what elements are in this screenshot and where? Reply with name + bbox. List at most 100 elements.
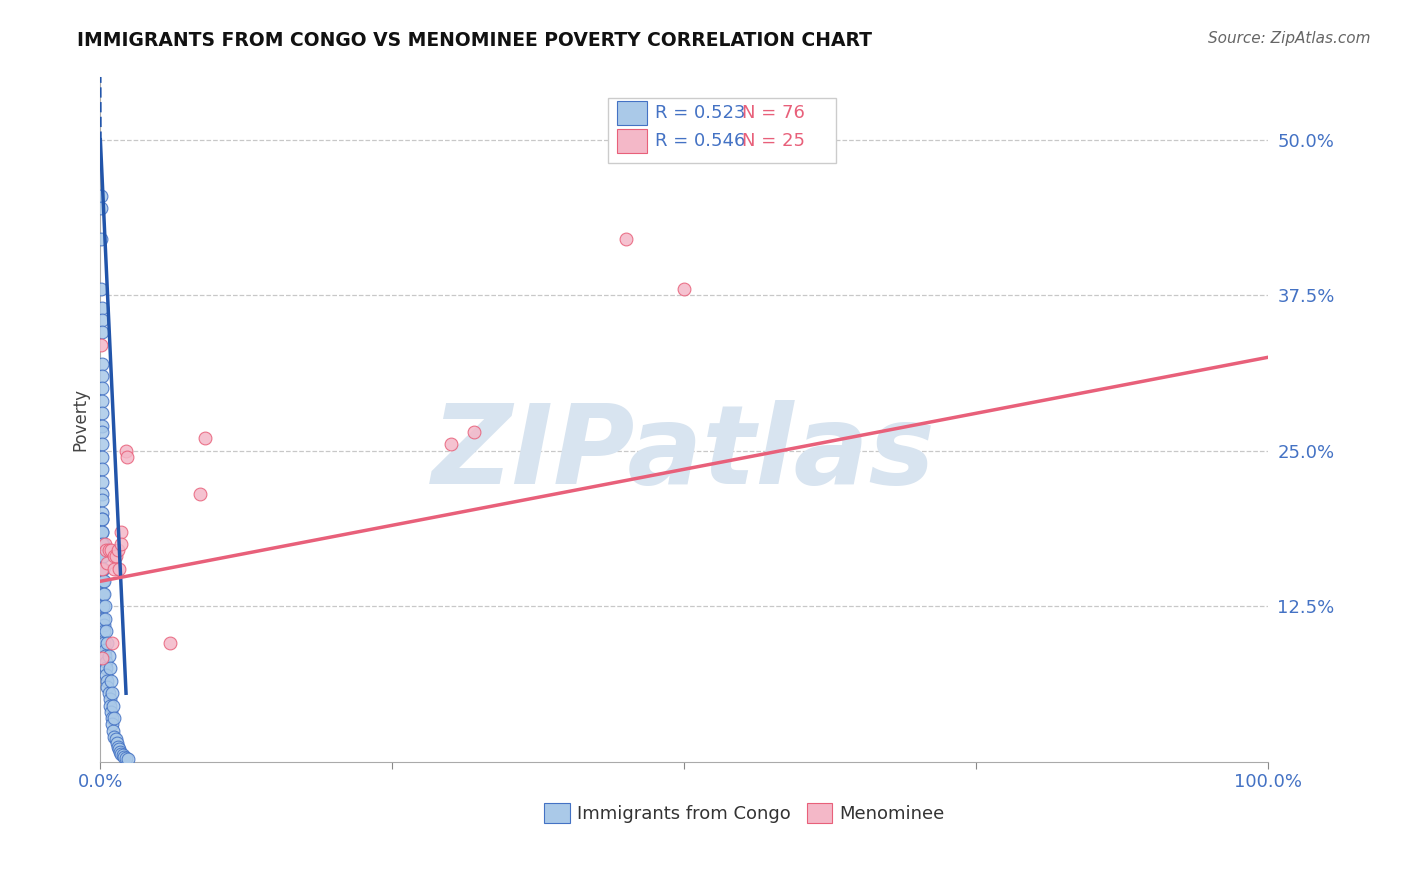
Point	[103, 711, 125, 725]
Point	[110, 537, 132, 551]
FancyBboxPatch shape	[807, 803, 832, 823]
Text: N = 76: N = 76	[742, 104, 806, 122]
Point	[98, 698, 121, 713]
Point	[614, 232, 637, 246]
Point	[97, 648, 120, 663]
Point	[101, 636, 124, 650]
Point	[96, 680, 118, 694]
Point	[91, 493, 114, 508]
Point	[103, 723, 125, 738]
Point	[94, 599, 117, 614]
Point	[90, 437, 112, 451]
Point	[90, 338, 112, 352]
Point	[107, 739, 129, 754]
Point	[103, 730, 125, 744]
Point	[463, 425, 485, 439]
Point	[96, 661, 118, 675]
Point	[108, 742, 131, 756]
Point	[94, 611, 117, 625]
Point	[91, 587, 114, 601]
Point	[91, 512, 114, 526]
Point	[91, 599, 114, 614]
Point	[90, 475, 112, 489]
Point	[101, 717, 124, 731]
Point	[101, 711, 124, 725]
Point	[90, 381, 112, 395]
Point	[96, 624, 118, 638]
Point	[93, 624, 115, 638]
Point	[96, 673, 118, 688]
Point	[91, 506, 114, 520]
Point	[91, 549, 114, 564]
Point	[103, 698, 125, 713]
Point	[108, 745, 131, 759]
Point	[90, 425, 112, 439]
Point	[90, 188, 112, 202]
Text: IMMIGRANTS FROM CONGO VS MENOMINEE POVERTY CORRELATION CHART: IMMIGRANTS FROM CONGO VS MENOMINEE POVER…	[77, 31, 872, 50]
FancyBboxPatch shape	[617, 102, 647, 126]
Point	[90, 450, 112, 464]
Point	[90, 418, 112, 433]
Text: R = 0.546: R = 0.546	[655, 132, 745, 150]
Point	[100, 543, 122, 558]
Point	[91, 549, 114, 564]
Point	[91, 524, 114, 539]
Point	[104, 549, 127, 564]
Point	[96, 556, 118, 570]
Point	[104, 732, 127, 747]
Text: Source: ZipAtlas.com: Source: ZipAtlas.com	[1208, 31, 1371, 46]
Text: N = 25: N = 25	[742, 132, 806, 150]
Point	[90, 393, 112, 408]
Point	[98, 661, 121, 675]
Point	[100, 673, 122, 688]
FancyBboxPatch shape	[544, 803, 569, 823]
Point	[90, 369, 112, 384]
Point	[188, 487, 211, 501]
Text: ZIPatlas: ZIPatlas	[432, 401, 936, 508]
Point	[96, 543, 118, 558]
FancyBboxPatch shape	[609, 98, 835, 163]
Point	[90, 462, 112, 476]
Point	[94, 537, 117, 551]
Point	[91, 524, 114, 539]
Point	[94, 648, 117, 663]
Point	[90, 357, 112, 371]
Point	[90, 562, 112, 576]
Point	[90, 487, 112, 501]
Point	[91, 574, 114, 589]
Point	[91, 537, 114, 551]
Y-axis label: Poverty: Poverty	[72, 388, 89, 451]
Point	[91, 611, 114, 625]
Point	[439, 437, 461, 451]
Point	[96, 667, 118, 681]
Point	[672, 282, 695, 296]
Point	[96, 655, 118, 669]
Point	[194, 431, 217, 445]
Point	[97, 686, 120, 700]
Point	[90, 282, 112, 296]
Point	[103, 549, 125, 564]
Point	[98, 692, 121, 706]
Text: Immigrants from Congo: Immigrants from Congo	[576, 805, 790, 822]
Point	[115, 751, 138, 765]
Point	[107, 543, 129, 558]
Point	[91, 562, 114, 576]
Text: Menominee: Menominee	[839, 805, 945, 822]
Point	[110, 524, 132, 539]
Point	[96, 636, 118, 650]
Point	[90, 201, 112, 215]
FancyBboxPatch shape	[617, 128, 647, 153]
Point	[97, 543, 120, 558]
Point	[90, 313, 112, 327]
Point	[100, 705, 122, 719]
Point	[90, 651, 112, 665]
Point	[94, 642, 117, 657]
Point	[91, 537, 114, 551]
Point	[91, 562, 114, 576]
Point	[90, 406, 112, 420]
Text: R = 0.523: R = 0.523	[655, 104, 745, 122]
Point	[110, 747, 132, 762]
Point	[117, 752, 139, 766]
Point	[115, 443, 138, 458]
Point	[111, 748, 134, 763]
